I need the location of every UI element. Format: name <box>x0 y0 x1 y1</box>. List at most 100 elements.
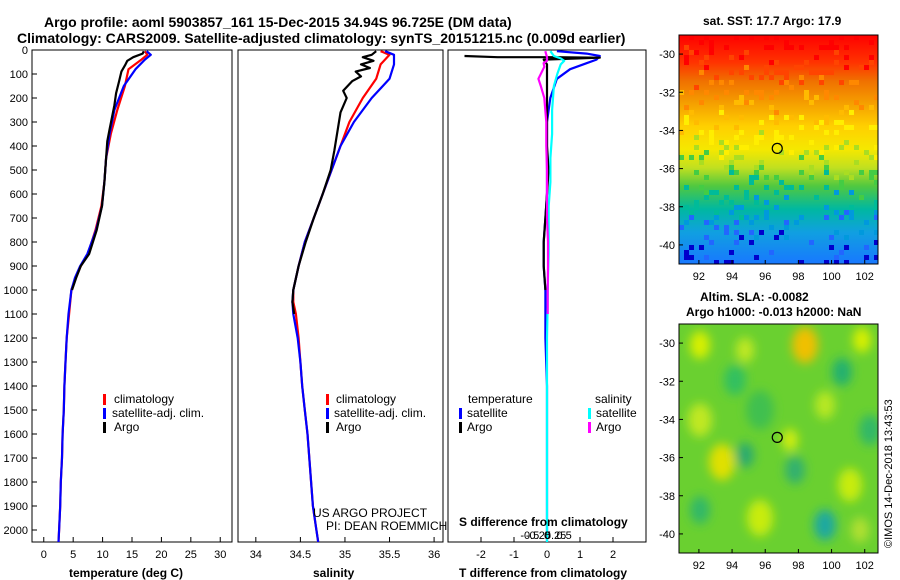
lat-tick-label: -38 <box>659 491 675 503</box>
sla-map-title: Altim. SLA: -0.0082 <box>700 290 809 304</box>
credit-pi: PI: DEAN ROEMMICH <box>326 519 447 533</box>
sst-pixel <box>729 165 734 170</box>
difference-legend-salinity: salinity satellite Argo <box>588 392 637 434</box>
legend-swatch-t-satellite <box>459 408 462 419</box>
sst-pixel <box>824 70 829 75</box>
sst-pixel <box>849 210 854 215</box>
sst-pixel <box>709 240 714 245</box>
sst-pixel <box>764 215 769 220</box>
sst-pixel <box>719 105 724 110</box>
sst-pixel <box>759 90 764 95</box>
y-tick-label: 1000 <box>4 285 28 297</box>
sst-pixel <box>789 135 794 140</box>
sst-pixel <box>824 95 829 100</box>
lat-tick-label: -38 <box>659 202 675 214</box>
sst-pixel <box>724 115 729 120</box>
sst-pixel <box>804 95 809 100</box>
sst-pixel <box>704 190 709 195</box>
sst-pixel <box>679 130 684 135</box>
x-tick-label: 34.5 <box>290 549 311 561</box>
sst-pixel <box>709 45 714 50</box>
sst-pixel <box>814 70 819 75</box>
y-tick-label: 600 <box>10 189 28 201</box>
sst-pixel <box>704 150 709 155</box>
sst-pixel <box>844 55 849 60</box>
sst-pixel <box>799 185 804 190</box>
sst-pixel <box>764 200 769 205</box>
sst-pixel <box>784 225 789 230</box>
sst-pixel <box>814 55 819 60</box>
sst-pixel <box>704 255 709 260</box>
sst-pixel <box>819 70 824 75</box>
sst-pixel <box>774 140 779 145</box>
sla-map-panel: Altim. SLA: -0.0082 Argo h1000: -0.013 h… <box>659 290 879 572</box>
lon-tick-label: 94 <box>726 271 738 283</box>
sst-pixel <box>714 125 719 130</box>
sla-map-frame <box>678 323 879 554</box>
sst-pixel <box>864 255 869 260</box>
sst-pixel <box>789 85 794 90</box>
sst-pixel <box>729 55 734 60</box>
salinity-x-label: salinity <box>313 566 355 580</box>
sla-blob <box>746 390 774 430</box>
sst-pixel <box>724 145 729 150</box>
x-tick-label: 0 <box>544 549 550 561</box>
sst-pixel <box>839 35 844 40</box>
sst-pixel <box>749 35 754 40</box>
sst-pixel <box>754 140 759 145</box>
difference-legend-temperature: temperature satellite Argo <box>459 392 533 434</box>
sst-pixel <box>849 125 854 130</box>
sst-pixel <box>714 210 719 215</box>
sst-pixel <box>744 50 749 55</box>
sst-pixel <box>869 170 874 175</box>
temperature-x-ticks: 0 5 10 15 20 25 30 <box>41 537 226 561</box>
sst-pixel <box>744 195 749 200</box>
sst-pixel <box>824 145 829 150</box>
sst-pixel <box>699 155 704 160</box>
sst-pixel <box>704 55 709 60</box>
sst-pixel <box>759 130 764 135</box>
sla-blob <box>838 468 862 502</box>
sst-pixel <box>784 80 789 85</box>
sst-pixel <box>749 240 754 245</box>
sst-pixel <box>784 195 789 200</box>
sst-pixel <box>834 45 839 50</box>
difference-series <box>464 50 601 542</box>
legend-swatch-satellite <box>326 408 329 419</box>
sla-blob <box>782 428 798 452</box>
sst-pixel <box>809 240 814 245</box>
sst-pixel <box>714 95 719 100</box>
sst-pixel <box>754 165 759 170</box>
sst-pixel <box>694 50 699 55</box>
sst-pixel <box>769 115 774 120</box>
lon-tick-label: 100 <box>822 560 840 572</box>
sst-pixel <box>859 65 864 70</box>
sst-pixel <box>824 185 829 190</box>
sst-pixel <box>809 175 814 180</box>
sst-pixel <box>779 150 784 155</box>
sst-pixel <box>769 60 774 65</box>
sst-pixel <box>749 220 754 225</box>
sst-pixel <box>784 40 789 45</box>
sst-pixel <box>799 170 804 175</box>
s-tick-label: -0.25 <box>526 530 551 542</box>
lon-tick-label: 96 <box>759 560 771 572</box>
sst-pixel <box>699 60 704 65</box>
sst-pixel <box>854 100 859 105</box>
sst-pixel <box>769 225 774 230</box>
series-line-s-satellite-clim <box>545 50 566 542</box>
sst-pixel <box>724 165 729 170</box>
sst-pixel <box>699 185 704 190</box>
y-tick-label: 900 <box>10 261 28 273</box>
sst-pixel <box>759 160 764 165</box>
sst-pixel <box>684 105 689 110</box>
sst-pixel <box>744 100 749 105</box>
lat-tick-label: -36 <box>659 453 675 465</box>
sst-pixel <box>709 190 714 195</box>
sst-pixel <box>809 170 814 175</box>
sst-pixel <box>774 190 779 195</box>
sst-pixel <box>764 210 769 215</box>
y-tick-label: 100 <box>10 69 28 81</box>
sst-pixel <box>814 95 819 100</box>
y-tick-label: 1400 <box>4 381 28 393</box>
